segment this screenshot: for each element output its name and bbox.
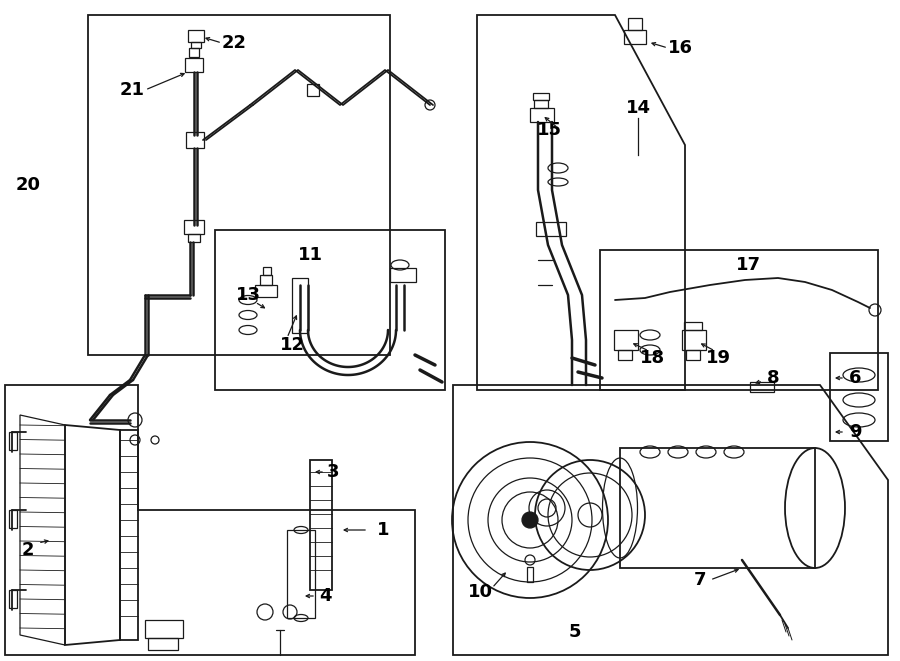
Text: 4: 4 [319, 587, 331, 605]
Bar [287, 530, 315, 618]
Bar [292, 278, 308, 333]
Bar [9, 510, 17, 528]
Text: 1: 1 [377, 521, 389, 539]
Bar [148, 638, 178, 650]
Bar [600, 250, 878, 390]
Bar [533, 93, 549, 100]
Bar [9, 590, 17, 608]
Bar [682, 330, 706, 350]
Text: 14: 14 [626, 99, 651, 117]
Text: 18: 18 [639, 349, 664, 367]
Text: 13: 13 [236, 286, 260, 304]
Circle shape [522, 512, 538, 528]
Bar [263, 267, 271, 275]
Bar [310, 460, 332, 590]
Bar [684, 322, 702, 330]
Bar [260, 275, 272, 285]
Text: 3: 3 [327, 463, 339, 481]
Bar [145, 620, 183, 638]
Text: 15: 15 [536, 121, 562, 139]
Text: 19: 19 [706, 349, 731, 367]
Text: 5: 5 [569, 623, 581, 641]
Bar [620, 448, 815, 568]
Text: 9: 9 [849, 423, 861, 441]
Bar [618, 350, 632, 360]
Bar [88, 15, 390, 355]
Bar [536, 222, 566, 236]
Bar [750, 382, 774, 392]
Text: 6: 6 [849, 369, 861, 387]
Bar [184, 220, 204, 234]
Text: 12: 12 [280, 336, 304, 354]
Text: 11: 11 [298, 246, 322, 264]
Bar [188, 234, 200, 242]
Text: 10: 10 [467, 583, 492, 601]
Bar [307, 84, 319, 96]
Bar [628, 18, 642, 30]
Bar [530, 108, 554, 122]
Bar [686, 350, 700, 360]
Text: 22: 22 [221, 34, 247, 52]
Bar [120, 430, 138, 640]
Bar [188, 30, 204, 42]
Bar [215, 230, 445, 390]
Bar [255, 285, 277, 297]
Text: 20: 20 [15, 176, 40, 194]
Bar [830, 353, 888, 441]
Bar [614, 330, 638, 350]
Bar [624, 30, 646, 44]
Text: 17: 17 [735, 256, 760, 274]
Bar [390, 268, 416, 282]
Text: 16: 16 [668, 39, 692, 57]
Bar [185, 58, 203, 72]
Bar [527, 567, 533, 582]
Text: 7: 7 [694, 571, 706, 589]
Bar [534, 100, 548, 108]
Text: 2: 2 [22, 541, 34, 559]
Bar [191, 42, 201, 48]
Bar [9, 432, 17, 450]
Bar [186, 132, 204, 148]
Text: 21: 21 [120, 81, 145, 99]
Bar [189, 48, 199, 57]
Text: 8: 8 [767, 369, 779, 387]
